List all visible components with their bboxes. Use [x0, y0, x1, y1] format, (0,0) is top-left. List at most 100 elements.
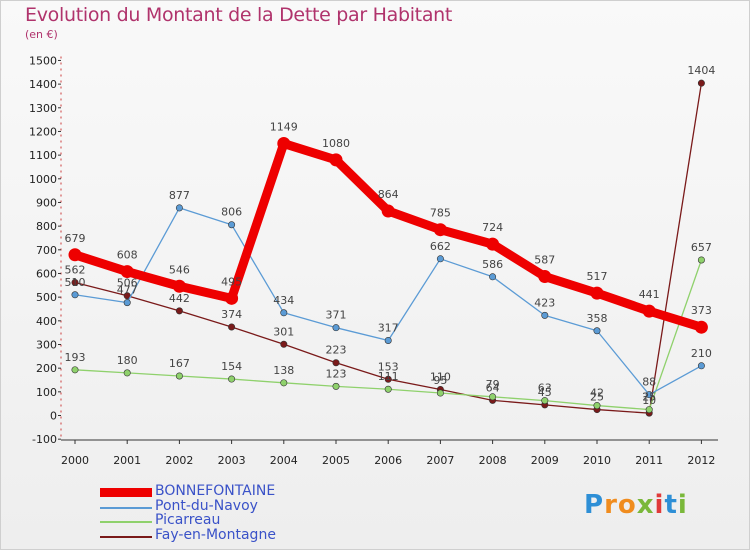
data-label-bonnefontaine: 1149 [270, 121, 298, 134]
data-label-bonnefontaine: 608 [117, 249, 138, 262]
data-label-bonnefontaine: 517 [587, 270, 608, 283]
data-point-pont-du-navoy [280, 309, 288, 317]
data-point-fay-en-montagne [175, 307, 183, 315]
legend-swatch [100, 535, 152, 538]
data-point-fay-en-montagne [228, 323, 236, 331]
data-label-picarreau: 25 [642, 391, 656, 404]
y-tick-label: 0 [50, 410, 57, 423]
x-tick-label: 2010 [583, 454, 611, 467]
data-point-picarreau [697, 256, 705, 264]
data-label-picarreau: 79 [486, 378, 500, 391]
x-tick-label: 2003 [218, 454, 246, 467]
data-point-bonnefontaine [329, 153, 343, 167]
data-point-picarreau [645, 406, 653, 414]
y-tick-label: 200 [36, 362, 57, 375]
data-point-picarreau [123, 369, 131, 377]
data-point-pont-du-navoy [697, 362, 705, 370]
data-label-fay-en-montagne: 562 [65, 263, 86, 276]
x-tick-label: 2009 [531, 454, 559, 467]
data-label-fay-en-montagne: 110 [430, 370, 451, 383]
data-label-pont-du-navoy: 806 [221, 206, 242, 219]
data-point-picarreau [384, 385, 392, 393]
x-tick-label: 2006 [374, 454, 402, 467]
x-tick-label: 2008 [479, 454, 507, 467]
data-label-pont-du-navoy: 877 [169, 189, 190, 202]
data-point-pont-du-navoy [228, 221, 236, 229]
y-tick-label: 300 [36, 338, 57, 351]
data-point-bonnefontaine [433, 223, 447, 237]
data-label-pont-du-navoy: 88 [642, 376, 656, 389]
data-label-pont-du-navoy: 662 [430, 240, 451, 253]
legend-label: BONNEFONTAINE [155, 483, 276, 499]
x-tick-label: 2007 [426, 454, 454, 467]
data-label-picarreau: 123 [326, 367, 347, 380]
x-tick-label: 2000 [61, 454, 89, 467]
data-point-pont-du-navoy [436, 255, 444, 263]
data-label-picarreau: 154 [221, 360, 242, 373]
data-label-fay-en-montagne: 153 [378, 360, 399, 373]
data-point-pont-du-navoy [593, 327, 601, 335]
data-label-bonnefontaine: 546 [169, 263, 190, 276]
logo-letter: r [604, 490, 618, 520]
data-label-picarreau: 657 [691, 241, 712, 254]
data-label-bonnefontaine: 1080 [322, 137, 350, 150]
data-label-fay-en-montagne: 374 [221, 308, 242, 321]
y-tick-label: 1100 [29, 149, 57, 162]
data-point-pont-du-navoy [175, 204, 183, 212]
proxiti-logo: Proxiti [584, 490, 688, 520]
data-point-bonnefontaine [120, 265, 134, 279]
data-label-pont-du-navoy: 586 [482, 258, 503, 271]
x-tick-label: 2002 [165, 454, 193, 467]
data-label-picarreau: 95 [433, 374, 447, 387]
x-tick-label: 2005 [322, 454, 350, 467]
data-point-bonnefontaine [68, 248, 82, 262]
legend-label: Pont-du-Navoy [155, 497, 258, 514]
data-label-fay-en-montagne: 10 [642, 394, 656, 407]
data-label-pont-du-navoy: 371 [326, 309, 347, 322]
y-tick-label: 1200 [29, 125, 57, 138]
data-label-bonnefontaine: 785 [430, 207, 451, 220]
data-label-bonnefontaine: 587 [534, 254, 555, 267]
data-label-picarreau: 111 [378, 370, 399, 383]
x-tick-label: 2004 [270, 454, 298, 467]
data-point-bonnefontaine [538, 270, 552, 284]
data-label-picarreau: 180 [117, 354, 138, 367]
data-point-bonnefontaine [277, 137, 291, 151]
y-tick-label: 700 [36, 244, 57, 257]
data-point-picarreau [175, 372, 183, 380]
data-point-fay-en-montagne [280, 340, 288, 348]
data-point-picarreau [228, 375, 236, 383]
legend-label: Fay-en-Montagne [155, 526, 276, 543]
data-point-pont-du-navoy [541, 311, 549, 319]
data-label-bonnefontaine: 679 [65, 232, 86, 245]
data-point-pont-du-navoy [489, 273, 497, 281]
y-tick-label: 100 [36, 386, 57, 399]
data-point-bonnefontaine [590, 286, 604, 300]
data-label-picarreau: 42 [590, 387, 604, 400]
logo-letter: x [636, 490, 655, 520]
data-label-picarreau: 193 [65, 351, 86, 364]
y-tick-label: 400 [36, 315, 57, 328]
x-tick-label: 2012 [687, 454, 715, 467]
data-label-bonnefontaine: 864 [378, 188, 399, 201]
legend-swatch [100, 521, 152, 523]
data-point-fay-en-montagne [71, 278, 79, 286]
y-tick-label: 1300 [29, 102, 57, 115]
data-label-fay-en-montagne: 64 [486, 381, 500, 394]
y-tick-label: 600 [36, 267, 57, 280]
data-point-bonnefontaine [381, 204, 395, 218]
data-label-bonnefontaine: 724 [482, 221, 503, 234]
data-point-picarreau [280, 379, 288, 387]
data-label-pont-du-navoy: 423 [534, 296, 555, 309]
y-tick-label: 1500 [29, 54, 57, 67]
legend-label: Picarreau [155, 512, 221, 528]
data-label-fay-en-montagne: 442 [169, 292, 190, 305]
data-point-fay-en-montagne [384, 375, 392, 383]
logo-letter: i [654, 490, 665, 520]
data-point-picarreau [541, 397, 549, 405]
data-label-fay-en-montagne: 45 [538, 386, 552, 399]
y-tick-label: -100 [32, 433, 57, 446]
data-point-pont-du-navoy [123, 299, 131, 307]
